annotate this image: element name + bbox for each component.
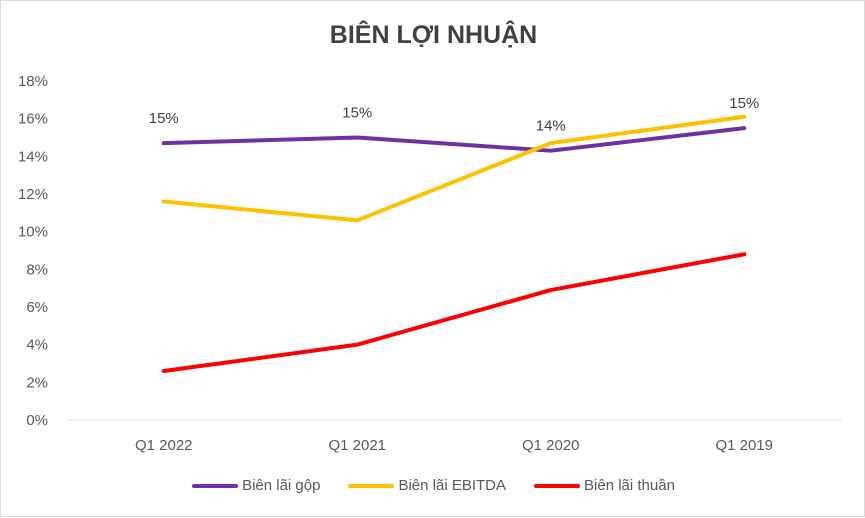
y-tick-label: 18% [18,73,48,90]
y-tick-label: 0% [26,412,48,429]
series-line-2 [161,114,747,223]
y-tick-label: 14% [18,148,48,165]
y-tick-label: 2% [26,374,48,391]
y-tick-label: 4% [26,337,48,354]
data-label: 15% [729,95,759,112]
legend-label: Biên lãi EBITDA [398,477,507,494]
legend-item-1: Biên lãi gộp [192,477,320,494]
data-label: 14% [536,118,566,135]
legend-item-3: Biên lãi thuần [534,477,675,494]
legend: Biên lãi gộp Biên lãi EBITDA Biên lãi thuầ… [1,477,865,494]
y-tick-label: 6% [26,299,48,316]
x-tick-label: Q1 2022 [135,437,193,454]
y-tick-label: 16% [18,111,48,128]
x-tick-label: Q1 2021 [328,437,386,454]
legend-item-2: Biên lãi EBITDA [348,477,506,494]
y-tick-label: 12% [18,186,48,203]
chart-title: BIÊN LỢI NHUẬN [329,21,538,49]
series-line-1 [161,126,747,153]
x-tick-label: Q1 2020 [522,437,580,454]
legend-swatch [192,483,239,488]
data-label: 15% [149,110,179,127]
x-tick-label: Q1 2019 [715,437,773,454]
data-label: 15% [342,105,372,122]
y-tick-label: 8% [26,261,48,278]
y-tick-label: 10% [18,224,48,241]
series-line-3 [161,252,747,374]
legend-label: Biên lãi thuần [584,477,675,494]
legend-swatch [534,483,581,488]
legend-label: Biên lãi gộp [242,477,321,494]
legend-swatch [348,483,395,488]
